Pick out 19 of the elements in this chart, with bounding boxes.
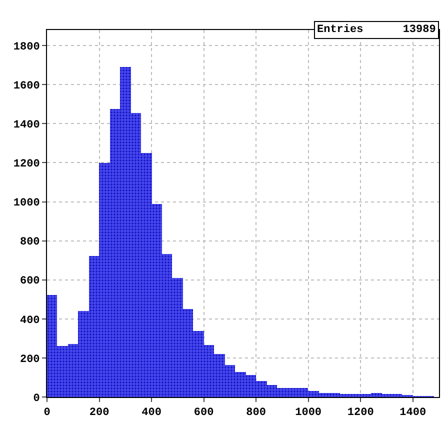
x-tick-label: 800 [246, 407, 266, 420]
y-tick-label: 800 [20, 236, 40, 249]
annotation: Entries 13989 [317, 24, 436, 36]
y-tick-label: 0 [33, 392, 40, 405]
y-tick-label: 1400 [13, 120, 40, 132]
y-tick-label: 1600 [13, 80, 40, 93]
x-tick-label: 600 [194, 407, 214, 420]
y-tick-label: 1200 [13, 158, 40, 171]
y-tick-label: 200 [20, 354, 40, 366]
y-tick-label: 1000 [13, 198, 40, 210]
x-tick-label: 0 [44, 407, 50, 420]
x-tick-label: 400 [142, 407, 162, 420]
y-tick-label: 400 [20, 314, 40, 327]
x-tick-label: 1400 [400, 407, 426, 420]
x-tick-label: 1200 [347, 407, 374, 420]
x-tick-label: 1000 [295, 407, 322, 420]
y-tick-label: 600 [20, 276, 40, 288]
y-tick-label: 1800 [13, 41, 40, 54]
x-tick-label: 200 [89, 407, 110, 420]
